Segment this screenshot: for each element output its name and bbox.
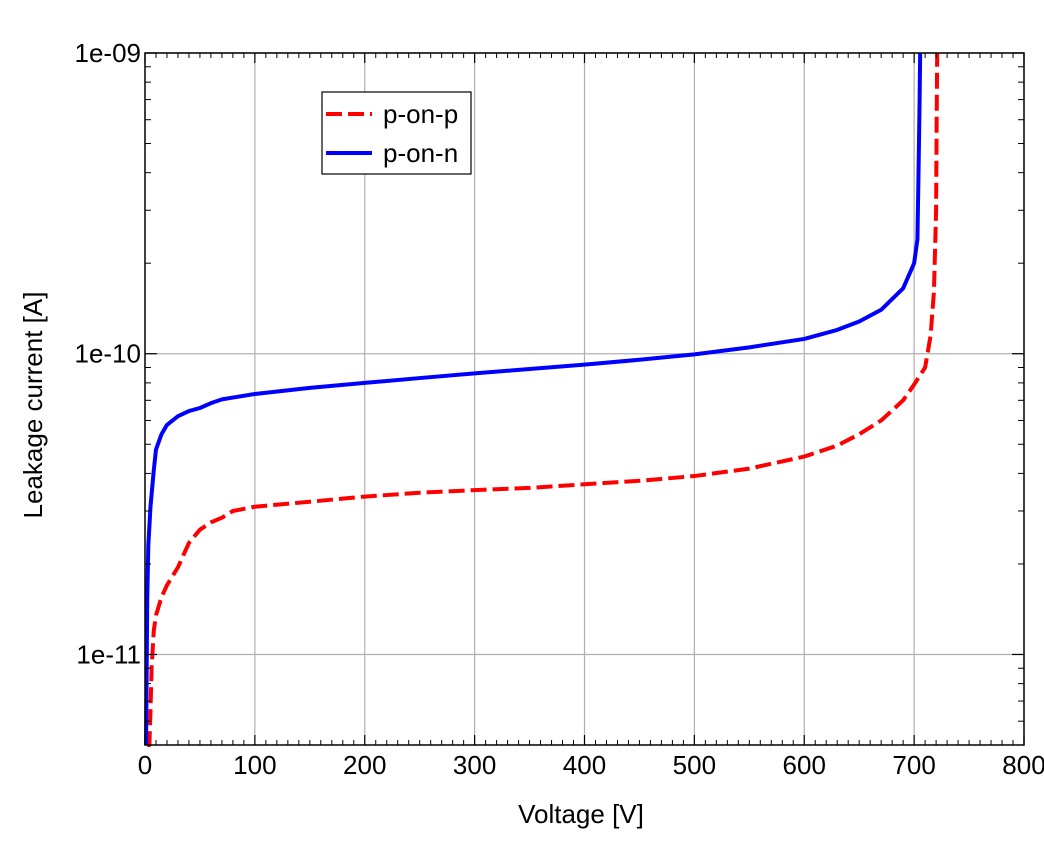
x-tick-label: 300 — [453, 750, 496, 780]
x-tick-label: 100 — [233, 750, 276, 780]
x-tick-label: 500 — [673, 750, 716, 780]
y-tick-label: 1e-11 — [76, 639, 141, 669]
x-axis-title: Voltage [V] — [518, 799, 644, 829]
legend: p-on-p p-on-n — [322, 92, 471, 174]
y-axis-title: Leakage current [A] — [18, 292, 48, 519]
y-tick-label: 1e-09 — [75, 38, 142, 68]
x-tick-label: 0 — [138, 750, 152, 780]
x-tick-label: 600 — [783, 750, 826, 780]
x-tick-label: 700 — [892, 750, 935, 780]
x-tick-label: 400 — [563, 750, 606, 780]
x-tick-label: 200 — [343, 750, 386, 780]
y-tick-label: 1e-10 — [75, 339, 142, 369]
x-tick-label: 800 — [1002, 750, 1044, 780]
legend-label-p-on-p: p-on-p — [383, 99, 458, 129]
legend-label-p-on-n: p-on-n — [383, 138, 458, 168]
